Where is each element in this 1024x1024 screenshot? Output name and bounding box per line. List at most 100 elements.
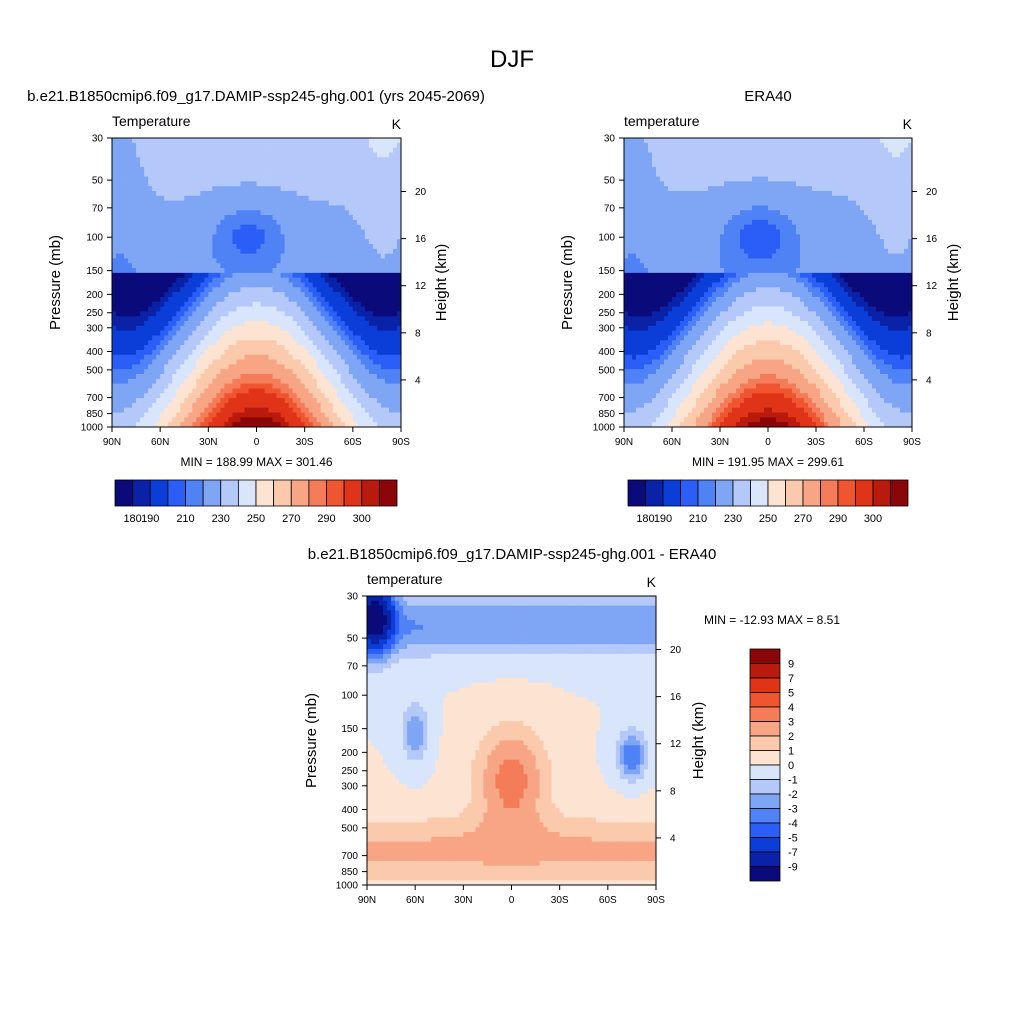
field-cell bbox=[120, 200, 125, 206]
field-cell bbox=[368, 369, 374, 375]
field-cell bbox=[264, 253, 269, 259]
field-cell bbox=[320, 253, 326, 259]
field-cell bbox=[172, 306, 177, 312]
field-cell bbox=[380, 142, 386, 149]
field-cell bbox=[212, 224, 217, 230]
field-cell bbox=[280, 190, 285, 197]
field-cell bbox=[172, 234, 177, 240]
field-cell bbox=[244, 412, 249, 418]
field-cell bbox=[360, 393, 366, 399]
field-cell bbox=[868, 157, 873, 163]
field-cell bbox=[212, 316, 217, 322]
field-cell bbox=[160, 359, 165, 365]
field-cell bbox=[208, 277, 213, 283]
field-cell bbox=[268, 166, 273, 173]
field-cell bbox=[260, 210, 265, 216]
field-cell bbox=[280, 176, 285, 182]
field-cell bbox=[232, 224, 237, 230]
field-cell bbox=[220, 378, 225, 385]
field-cell bbox=[208, 301, 213, 307]
field-cell bbox=[748, 138, 753, 144]
field-cell bbox=[864, 166, 869, 173]
field-cell bbox=[344, 407, 350, 413]
field-cell bbox=[192, 142, 197, 149]
field-cell bbox=[268, 200, 273, 206]
field-cell bbox=[152, 162, 157, 168]
field-cell bbox=[156, 239, 161, 245]
field-cell bbox=[224, 311, 229, 317]
field-cell bbox=[160, 181, 165, 187]
field-cell bbox=[260, 215, 265, 221]
field-cell bbox=[628, 147, 633, 153]
field-cell bbox=[392, 374, 398, 380]
field-cell bbox=[288, 316, 294, 322]
field-cell bbox=[368, 301, 374, 307]
field-cell bbox=[252, 374, 257, 380]
field-cell bbox=[216, 330, 221, 336]
field-cell bbox=[276, 378, 281, 385]
field-cell bbox=[300, 407, 306, 413]
field-cell bbox=[384, 258, 390, 264]
field-cell bbox=[832, 171, 837, 177]
field-cell bbox=[144, 354, 149, 360]
field-cell bbox=[156, 378, 161, 385]
field-cell bbox=[228, 402, 233, 409]
field-cell bbox=[380, 282, 386, 288]
field-cell bbox=[360, 306, 366, 312]
field-cell bbox=[120, 296, 125, 303]
field-cell bbox=[124, 316, 129, 322]
field-cell bbox=[380, 147, 386, 153]
field-cell bbox=[308, 229, 314, 235]
field-cell bbox=[252, 239, 257, 245]
field-cell bbox=[360, 147, 366, 153]
field-cell bbox=[316, 190, 322, 197]
field-cell bbox=[132, 349, 137, 356]
field-cell bbox=[204, 417, 209, 423]
field-cell bbox=[136, 234, 141, 240]
field-cell bbox=[188, 306, 193, 312]
field-cell bbox=[240, 171, 245, 177]
field-cell bbox=[316, 138, 322, 144]
field-cell bbox=[396, 316, 402, 322]
field-cell bbox=[112, 340, 117, 346]
field-cell bbox=[276, 157, 281, 163]
field-cell bbox=[136, 417, 141, 423]
field-cell bbox=[712, 147, 717, 153]
field-cell bbox=[232, 138, 237, 144]
field-cell bbox=[148, 321, 153, 327]
field-cell bbox=[212, 292, 217, 298]
field-cell bbox=[160, 330, 165, 336]
field-cell bbox=[132, 311, 137, 317]
field-cell bbox=[884, 152, 889, 158]
field-cell bbox=[328, 263, 334, 269]
field-cell bbox=[336, 306, 342, 312]
field-cell bbox=[356, 296, 362, 303]
field-cell bbox=[216, 321, 221, 327]
field-cell bbox=[136, 412, 141, 418]
field-cell bbox=[360, 224, 366, 230]
field-cell bbox=[340, 215, 346, 221]
field-cell bbox=[364, 364, 370, 370]
field-cell bbox=[240, 138, 245, 144]
field-cell bbox=[152, 335, 157, 341]
field-cell bbox=[164, 138, 169, 144]
y2-tick-label: 4 bbox=[415, 375, 421, 386]
field-cell bbox=[120, 210, 125, 216]
field-cell bbox=[360, 200, 366, 206]
field-cell bbox=[352, 162, 358, 168]
field-cell bbox=[216, 210, 221, 216]
field-cell bbox=[220, 215, 225, 221]
subtitle-unit: K bbox=[903, 116, 913, 132]
colorbar-swatch bbox=[273, 479, 292, 507]
field-cell bbox=[196, 388, 201, 394]
field-cell bbox=[176, 412, 181, 418]
field-cell bbox=[348, 301, 354, 307]
field-cell bbox=[384, 181, 390, 187]
field-cell bbox=[264, 340, 269, 346]
field-cell bbox=[292, 248, 298, 254]
field-cell bbox=[272, 311, 277, 317]
field-cell bbox=[212, 181, 217, 187]
field-cell bbox=[300, 258, 306, 264]
field-cell bbox=[384, 349, 390, 356]
field-cell bbox=[208, 205, 213, 211]
